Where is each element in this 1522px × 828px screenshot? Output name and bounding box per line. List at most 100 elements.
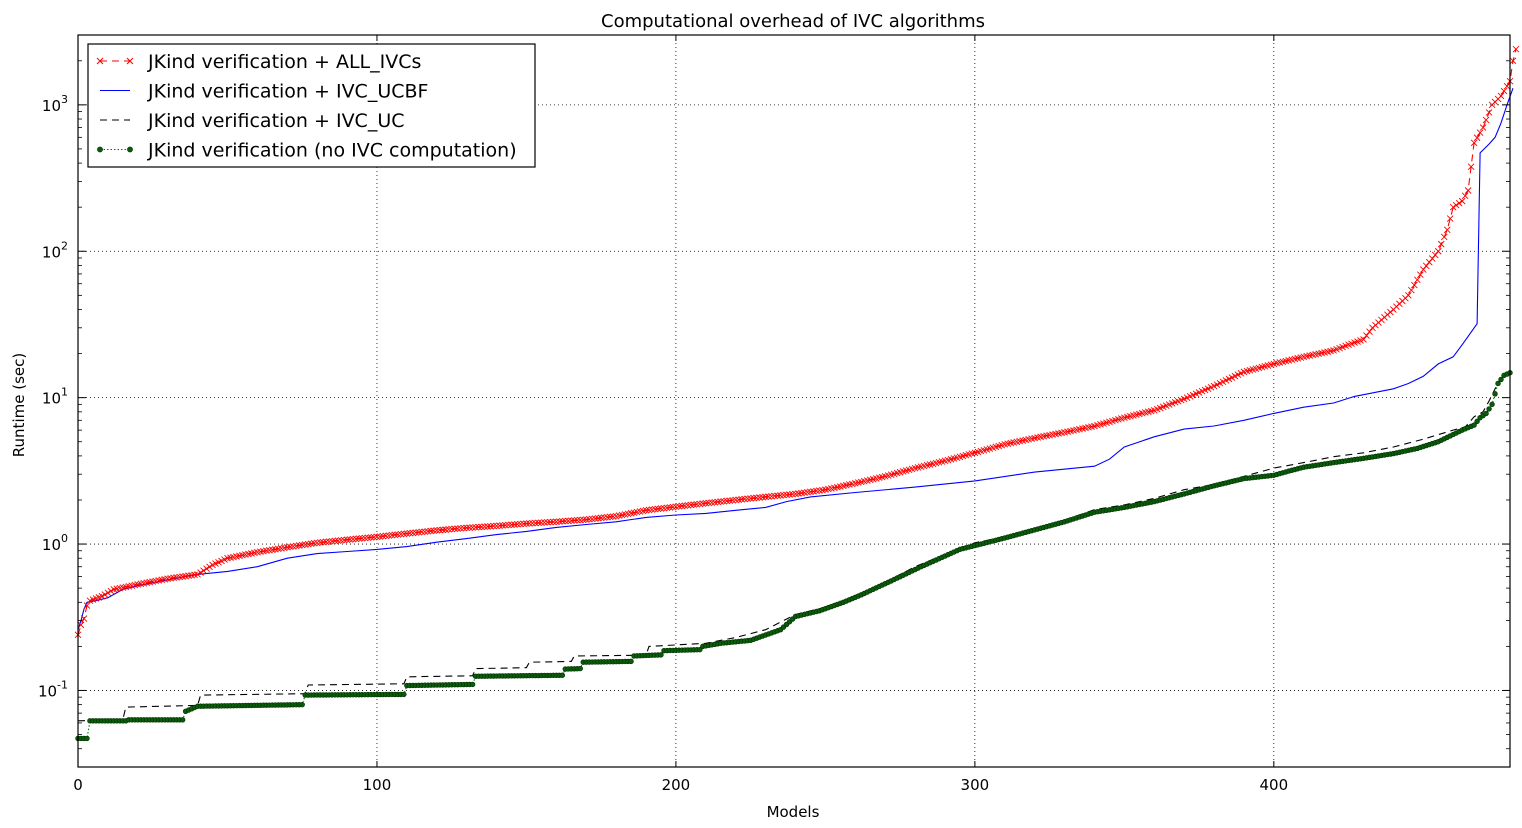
- legend-marker: [97, 146, 103, 153]
- series-point: [1489, 401, 1495, 408]
- series-point: [352, 535, 360, 543]
- series-point: [412, 529, 420, 536]
- series-point: [759, 493, 766, 501]
- series-point: [523, 520, 530, 527]
- x-tick-label: 300: [961, 776, 990, 794]
- series-point: [535, 519, 542, 527]
- series-point: [427, 527, 435, 535]
- x-tick-label: 100: [363, 776, 392, 794]
- series-point: [1434, 247, 1442, 255]
- series-point: [104, 589, 112, 597]
- series-point: [553, 518, 560, 526]
- series-point: [1428, 255, 1436, 262]
- series-point: [1497, 92, 1505, 100]
- y-tick-base: 10: [38, 682, 57, 700]
- y-tick-exponent: 1: [61, 386, 68, 399]
- series-point: [547, 518, 554, 526]
- series-point: [508, 521, 515, 529]
- series-point: [666, 504, 674, 511]
- series-point: [774, 492, 781, 500]
- series-point: [469, 524, 476, 531]
- series-point: [496, 522, 503, 530]
- series-point: [1455, 199, 1463, 207]
- y-tick-label: 103: [42, 93, 68, 115]
- series-point: [747, 495, 754, 502]
- series-point: [723, 497, 731, 505]
- series-point: [1476, 129, 1484, 136]
- series-point: [197, 569, 204, 576]
- series-point: [194, 571, 201, 578]
- series-point: [556, 518, 563, 525]
- series-point: [325, 538, 333, 545]
- series-point: [729, 496, 737, 504]
- series-point: [777, 492, 784, 499]
- series-point: [101, 591, 109, 598]
- series-point: [1461, 192, 1469, 200]
- y-tick-label: 10-1: [38, 678, 68, 700]
- series-point: [1467, 163, 1475, 170]
- series-point: [1449, 203, 1457, 211]
- series-point: [561, 517, 569, 525]
- series-point: [532, 519, 539, 527]
- series-point: [316, 539, 324, 546]
- legend-marker: [126, 57, 134, 65]
- series-point: [550, 518, 557, 526]
- series-point: [684, 501, 692, 509]
- series-point: [720, 497, 728, 505]
- series-point: [669, 503, 677, 511]
- series-point: [349, 535, 357, 543]
- series-point: [433, 527, 441, 534]
- series-point: [340, 536, 348, 544]
- series-point: [1411, 281, 1418, 289]
- series-point: [690, 501, 698, 508]
- series-point: [403, 530, 411, 537]
- series-point: [406, 529, 414, 537]
- legend-label: JKind verification + IVC_UC: [147, 110, 405, 132]
- series-point: [663, 504, 671, 512]
- series-point: [493, 522, 500, 530]
- legend-box: [87, 43, 536, 168]
- series-point: [687, 501, 695, 509]
- y-tick-exponent: 3: [61, 93, 68, 106]
- series-point: [502, 521, 509, 529]
- series-point: [672, 503, 680, 510]
- x-tick-label: 400: [1260, 776, 1289, 794]
- series-point: [511, 521, 518, 528]
- series-point: [388, 531, 396, 539]
- legend-marker: [96, 57, 104, 65]
- series-line: [77, 88, 1514, 630]
- series-point: [421, 528, 429, 535]
- series-point: [436, 526, 444, 534]
- series-point: [517, 520, 524, 528]
- series-point: [558, 517, 566, 525]
- series-point: [319, 538, 327, 546]
- series-point: [744, 495, 751, 503]
- series-point: [361, 534, 369, 542]
- legend-item: JKind verification + IVC_UC: [100, 110, 405, 132]
- grid-layer: [78, 35, 1510, 767]
- series-point: [1482, 116, 1490, 124]
- series-point: [741, 495, 748, 503]
- series-point: [762, 493, 769, 501]
- series-point: [765, 493, 772, 500]
- series-point: [1474, 418, 1480, 425]
- series-point: [466, 524, 473, 531]
- legend-label: JKind verification + ALL_IVCs: [147, 51, 421, 73]
- series-point: [313, 539, 321, 547]
- chart-title: Computational overhead of IVC algorithms: [601, 11, 985, 32]
- series-point: [753, 494, 760, 502]
- series-point: [717, 498, 725, 505]
- series-point: [597, 514, 605, 522]
- series-point: [783, 491, 790, 499]
- series-point: [642, 506, 650, 514]
- series-point: [699, 500, 707, 507]
- series-point: [505, 521, 512, 529]
- series-point: [606, 513, 614, 521]
- series-point: [559, 672, 566, 678]
- series-point: [735, 496, 743, 503]
- series-point: [475, 523, 482, 531]
- series-point: [1500, 87, 1508, 95]
- series-point: [1422, 262, 1430, 270]
- series-point: [379, 532, 387, 540]
